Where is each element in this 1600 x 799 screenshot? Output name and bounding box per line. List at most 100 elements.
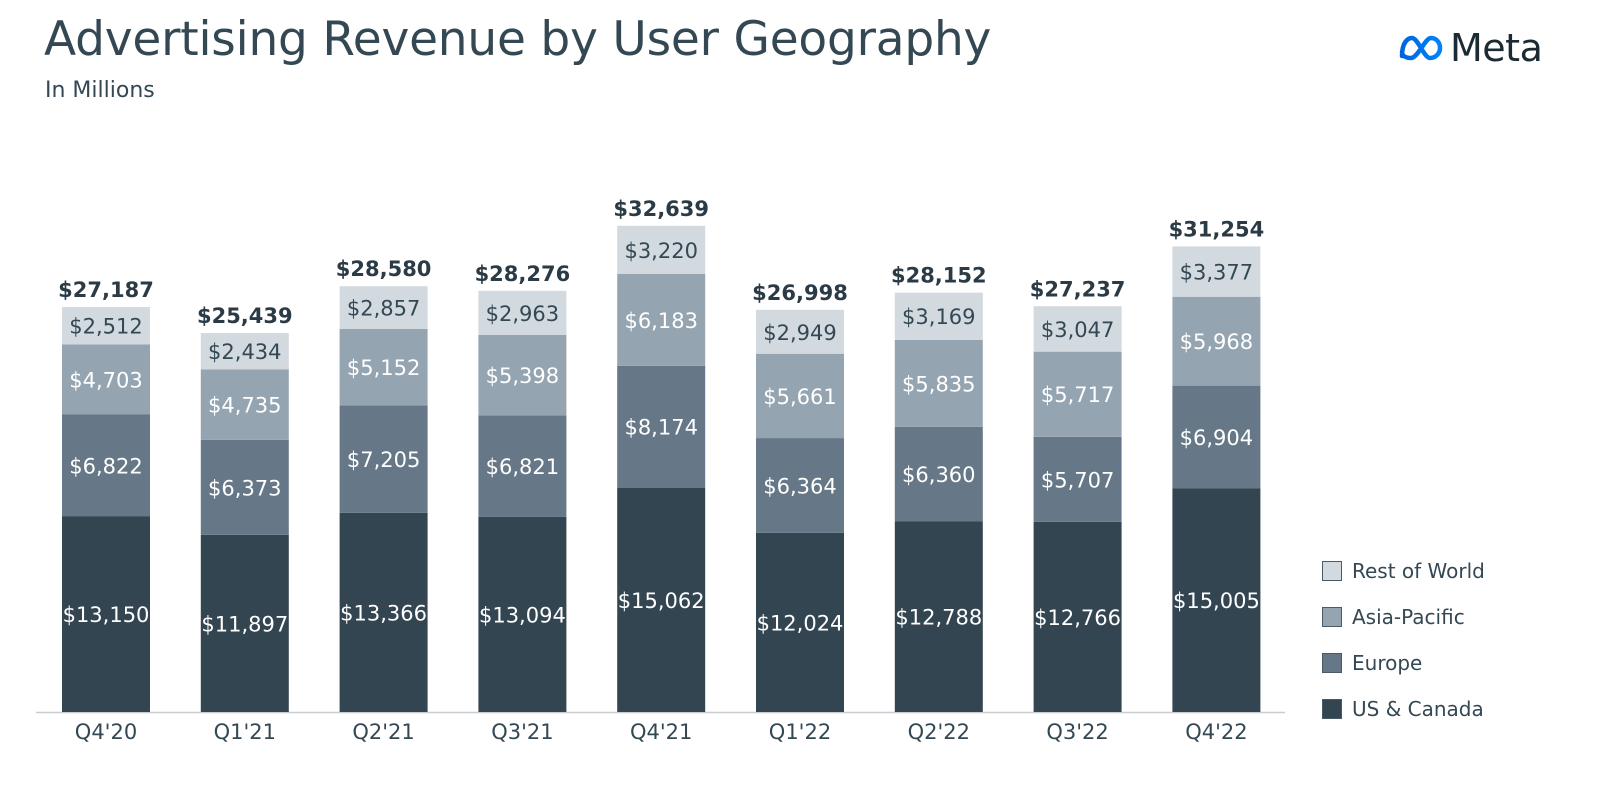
bar-segment-us-canada-q3-22 — [1033, 521, 1122, 712]
data-label-asia-pacific-q3-22: $5,717 — [1041, 383, 1114, 407]
page-subtitle: In Millions — [45, 78, 155, 103]
bar-segment-asia-pacific-q1-22 — [756, 353, 844, 439]
bar-segment-us-canada-q2-21 — [339, 512, 428, 712]
bar-segment-rest-of-world-q3-22 — [1033, 306, 1122, 352]
data-label-us-canada-q2-21: $13,366 — [340, 601, 427, 625]
total-label-q4-20: $27,187 — [58, 278, 154, 302]
data-label-rest-of-world-q4-20: $2,512 — [69, 315, 142, 339]
bar-segment-rest-of-world-q2-21 — [339, 286, 428, 329]
data-label-rest-of-world-q3-22: $3,047 — [1041, 318, 1114, 342]
legend-item-us-canada: US & Canada — [1322, 686, 1485, 732]
bar-segment-asia-pacific-q4-22 — [1172, 296, 1261, 386]
meta-infinity-icon — [1399, 35, 1443, 61]
data-label-europe-q4-20: $6,822 — [69, 454, 142, 478]
data-label-asia-pacific-q4-20: $4,703 — [69, 368, 142, 392]
bar-segment-us-canada-q4-20 — [62, 516, 150, 712]
x-tick-label-q1-22: Q1'22 — [769, 720, 831, 744]
legend-label: US & Canada — [1352, 697, 1484, 721]
data-label-us-canada-q3-21: $13,094 — [479, 603, 566, 627]
data-label-europe-q4-21: $8,174 — [624, 416, 697, 440]
x-tick-label-q2-21: Q2'21 — [352, 720, 414, 744]
total-label-q3-22: $27,237 — [1030, 277, 1126, 301]
x-tick-label-q2-22: Q2'22 — [908, 720, 970, 744]
bar-segment-europe-q2-22 — [894, 426, 983, 522]
bar-segment-us-canada-q4-22 — [1172, 488, 1261, 712]
bar-segment-asia-pacific-q4-21 — [617, 273, 706, 366]
page-title: Advertising Revenue by User Geography — [44, 12, 992, 67]
data-label-rest-of-world-q2-22: $3,169 — [902, 305, 975, 329]
bar-segment-europe-q1-21 — [200, 439, 289, 535]
total-label-q2-22: $28,152 — [891, 264, 987, 288]
data-label-rest-of-world-q4-22: $3,377 — [1180, 261, 1253, 285]
x-tick-label-q4-20: Q4'20 — [75, 720, 137, 744]
bar-segment-rest-of-world-q2-22 — [894, 292, 983, 340]
data-label-us-canada-q2-22: $12,788 — [895, 606, 982, 630]
legend-label: Rest of World — [1352, 559, 1485, 583]
bar-segment-europe-q2-21 — [339, 405, 428, 513]
bar-segment-us-canada-q3-21 — [478, 516, 567, 712]
logo-text: Meta — [1450, 26, 1543, 70]
bar-segment-rest-of-world-q4-20 — [62, 307, 150, 345]
total-label-q3-21: $28,276 — [475, 262, 571, 286]
legend-item-europe: Europe — [1322, 640, 1485, 686]
data-label-rest-of-world-q1-22: $2,949 — [763, 321, 836, 345]
bar-segment-europe-q3-21 — [478, 415, 567, 517]
total-label-q2-21: $28,580 — [336, 257, 432, 281]
bar-segment-asia-pacific-q1-21 — [200, 369, 289, 440]
legend-label: Europe — [1352, 651, 1423, 675]
data-label-rest-of-world-q3-21: $2,963 — [486, 302, 559, 326]
data-label-europe-q3-22: $5,707 — [1041, 468, 1114, 492]
bar-segment-us-canada-q4-21 — [617, 487, 706, 712]
bar-segment-asia-pacific-q2-21 — [339, 328, 428, 406]
total-label-q1-21: $25,439 — [197, 304, 293, 328]
bar-segment-asia-pacific-q2-22 — [894, 339, 983, 427]
legend-label: Asia-Pacific — [1352, 605, 1465, 629]
data-label-asia-pacific-q1-22: $5,661 — [763, 385, 836, 409]
data-label-europe-q1-21: $6,373 — [208, 476, 281, 500]
data-label-asia-pacific-q4-22: $5,968 — [1180, 330, 1253, 354]
bar-segment-europe-q3-22 — [1033, 436, 1122, 522]
total-label-q4-22: $31,254 — [1169, 217, 1265, 241]
x-tick-label-q3-22: Q3'22 — [1046, 720, 1108, 744]
data-label-europe-q1-22: $6,364 — [763, 474, 836, 498]
legend-swatch-asia-pacific — [1322, 607, 1342, 627]
data-label-asia-pacific-q3-21: $5,398 — [486, 364, 559, 388]
data-label-us-canada-q4-21: $15,062 — [618, 589, 705, 613]
bar-segment-us-canada-q1-22 — [756, 532, 844, 712]
data-label-us-canada-q1-22: $12,024 — [757, 611, 844, 635]
bar-segment-europe-q4-20 — [62, 414, 150, 517]
x-tick-label-q4-22: Q4'22 — [1185, 720, 1247, 744]
legend-item-asia-pacific: Asia-Pacific — [1322, 594, 1485, 640]
data-label-europe-q3-21: $6,821 — [486, 455, 559, 479]
data-label-europe-q2-21: $7,205 — [347, 448, 420, 472]
data-label-europe-q2-22: $6,360 — [902, 463, 975, 487]
total-label-q1-22: $26,998 — [752, 281, 848, 305]
legend-item-rest-of-world: Rest of World — [1322, 548, 1485, 594]
bar-segment-asia-pacific-q4-20 — [62, 344, 150, 415]
total-label-q4-21: $32,639 — [613, 197, 709, 221]
legend-swatch-europe — [1322, 653, 1342, 673]
bar-segment-rest-of-world-q4-21 — [617, 225, 706, 274]
x-tick-label-q1-21: Q1'21 — [214, 720, 276, 744]
bar-segment-asia-pacific-q3-21 — [478, 334, 567, 416]
bar-segment-rest-of-world-q1-22 — [756, 309, 844, 354]
data-label-us-canada-q3-22: $12,766 — [1034, 606, 1121, 630]
legend-swatch-us-canada — [1322, 699, 1342, 719]
data-label-europe-q4-22: $6,904 — [1180, 426, 1253, 450]
bar-segment-europe-q1-22 — [756, 438, 844, 533]
legend-swatch-rest-of-world — [1322, 561, 1342, 581]
bar-segment-us-canada-q2-22 — [894, 521, 983, 712]
x-tick-label-q3-21: Q3'21 — [491, 720, 553, 744]
data-label-us-canada-q4-20: $13,150 — [63, 603, 150, 627]
data-label-rest-of-world-q1-21: $2,434 — [208, 340, 281, 364]
meta-logo: Meta — [1398, 26, 1543, 70]
data-label-asia-pacific-q2-22: $5,835 — [902, 372, 975, 396]
legend: Rest of World Asia-Pacific Europe US & C… — [1322, 548, 1485, 732]
bar-segment-rest-of-world-q4-22 — [1172, 246, 1261, 297]
data-label-us-canada-q1-21: $11,897 — [201, 612, 288, 636]
bar-segment-europe-q4-22 — [1172, 385, 1261, 489]
bar-segment-rest-of-world-q3-21 — [478, 290, 567, 335]
data-label-asia-pacific-q2-21: $5,152 — [347, 356, 420, 380]
bar-segment-asia-pacific-q3-22 — [1033, 351, 1122, 437]
